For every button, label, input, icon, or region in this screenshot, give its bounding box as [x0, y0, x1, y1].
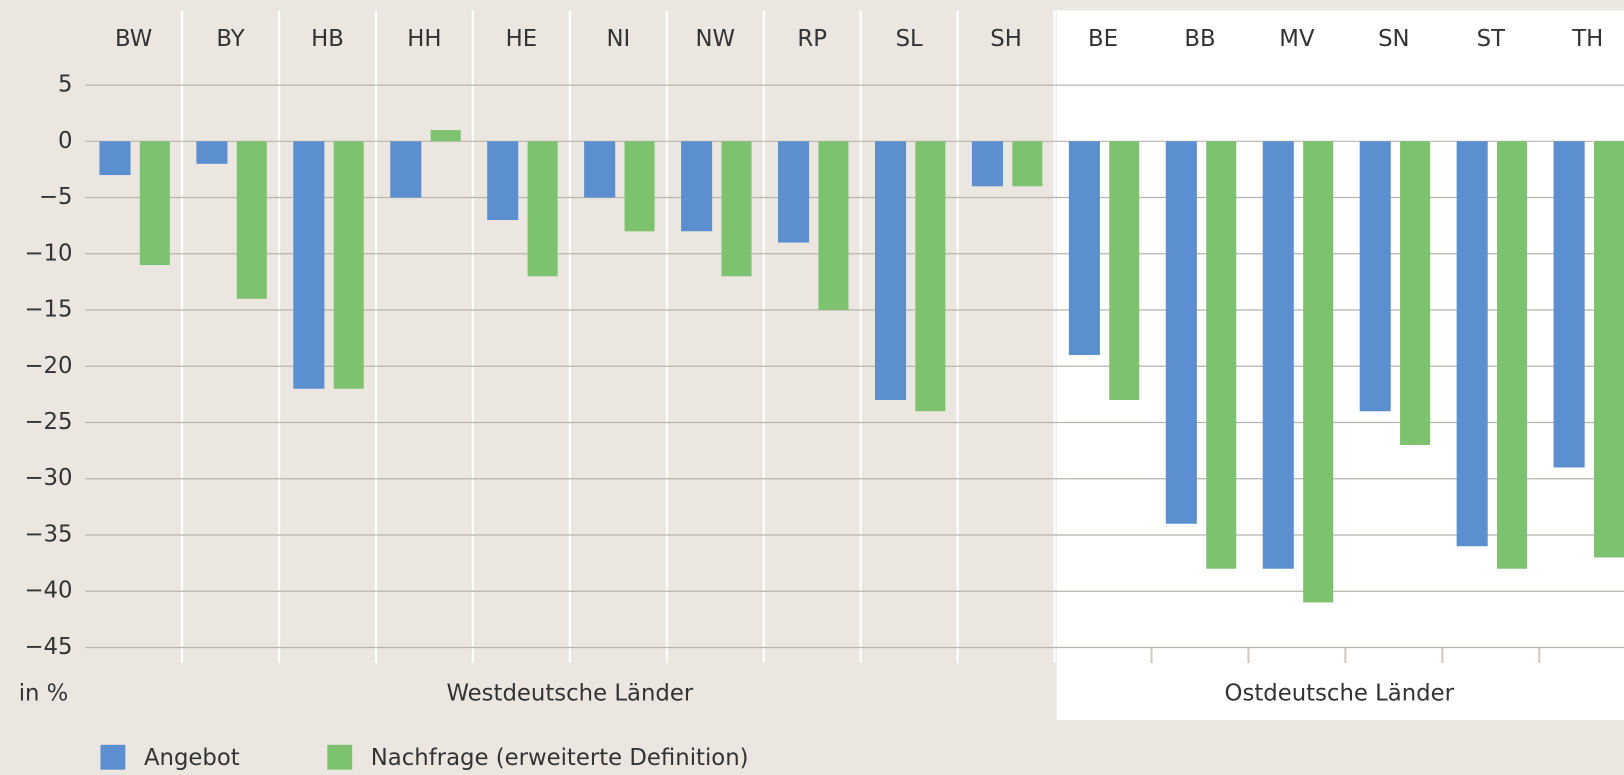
legend-label: Angebot: [144, 745, 240, 771]
bar: [681, 141, 713, 232]
y-tick-label: 0: [58, 128, 72, 154]
x-tick-label: BB: [1184, 26, 1215, 52]
legend-label: Nachfrage (erweiterte Definition): [371, 745, 749, 771]
bar: [1303, 141, 1334, 603]
y-tick-label: −25: [24, 409, 72, 435]
legend-swatch: [327, 744, 353, 770]
y-tick-label: −15: [24, 297, 72, 323]
y-tick-label: −40: [24, 578, 72, 604]
bar: [236, 141, 267, 299]
bar: [1206, 141, 1237, 569]
x-tick-label: SH: [990, 26, 1022, 52]
x-tick-label: ST: [1477, 26, 1505, 52]
y-tick-label: −30: [24, 465, 72, 491]
x-tick-label: NW: [695, 26, 735, 52]
bar: [1593, 141, 1624, 558]
bar: [971, 141, 1003, 187]
y-unit-label: in %: [19, 681, 69, 707]
bar: [778, 141, 810, 243]
bar: [1262, 141, 1294, 569]
labels: Westdeutsche Länder Ostdeutsche Länder 5 0 −…: [24, 26, 1603, 707]
bar: [99, 141, 131, 176]
bar: [1012, 141, 1043, 187]
x-tick-label: NI: [606, 26, 630, 52]
x-tick-label: MV: [1279, 26, 1315, 52]
bar: [293, 141, 325, 389]
bar: [1109, 141, 1140, 401]
bar: [1400, 141, 1431, 446]
bar: [196, 141, 228, 164]
bar: [1456, 141, 1488, 547]
bar: [139, 141, 170, 266]
bar: [1359, 141, 1391, 412]
y-tick-label: 5: [58, 72, 72, 98]
x-tick-label: SN: [1378, 26, 1409, 52]
bar: [874, 141, 907, 401]
bar: [915, 141, 946, 412]
x-tick-label: TH: [1571, 26, 1603, 52]
y-tick-label: −5: [39, 184, 73, 210]
x-tick-label: HB: [311, 26, 344, 52]
legend-swatch: [100, 744, 126, 770]
y-tick-label: −20: [24, 353, 72, 379]
bar: [487, 141, 519, 221]
y-tick-label: −10: [24, 240, 72, 266]
y-tick-label: −35: [24, 521, 72, 547]
backdrop: [181, 10, 1624, 720]
x-tick-label: SL: [896, 26, 923, 52]
x-tick-label: HE: [506, 26, 538, 52]
bar: [584, 141, 616, 198]
bar: [1068, 141, 1100, 356]
bar: [1165, 141, 1197, 524]
bar: [527, 141, 558, 277]
bar: [333, 141, 364, 389]
x-tick-label: BY: [216, 26, 244, 52]
x-tick-label: HH: [407, 26, 441, 52]
x-tick-label: RP: [797, 26, 827, 52]
bar: [624, 141, 655, 232]
group-label: Ostdeutsche Länder: [1225, 681, 1455, 707]
bars: [99, 130, 1624, 603]
x-tick-label: BE: [1088, 26, 1118, 52]
bar: [1497, 141, 1528, 569]
x-tick-label: BW: [115, 26, 152, 52]
group-label: Westdeutsche Länder: [446, 681, 693, 707]
y-tick-label: −45: [24, 634, 72, 660]
group-backdrop: [1056, 10, 1624, 720]
bar: [430, 130, 461, 142]
bar: [721, 141, 752, 277]
bar: [1553, 141, 1585, 468]
bar: [818, 141, 849, 311]
bar: [390, 141, 422, 198]
